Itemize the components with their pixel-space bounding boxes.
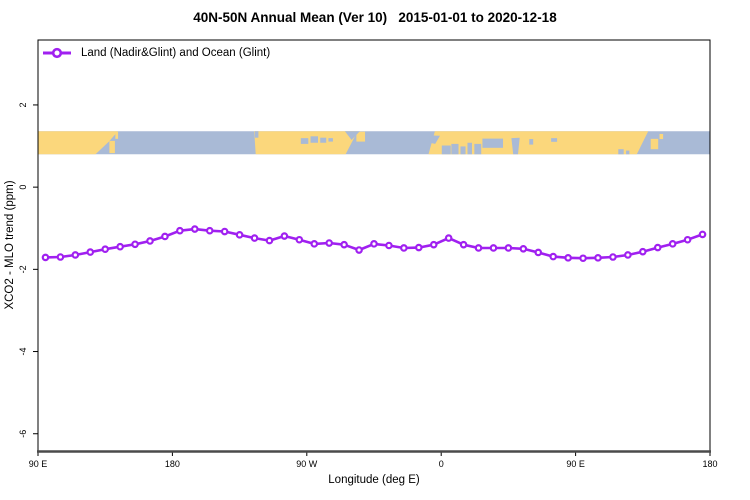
data-point-marker	[86, 248, 95, 256]
data-point-marker	[355, 246, 363, 254]
land-japan	[109, 140, 115, 154]
data-point-marker	[638, 247, 647, 256]
data-point-marker	[534, 248, 543, 257]
water-mediterranean-west	[441, 145, 451, 155]
data-point-marker	[549, 252, 558, 261]
data-point-marker	[444, 234, 453, 242]
data-point-marker	[191, 225, 199, 233]
y-tick-label: 2	[18, 102, 28, 107]
map-strip	[38, 131, 710, 155]
data-point-marker	[609, 253, 617, 261]
data-series	[41, 225, 707, 263]
x-tick-label: 0	[439, 459, 444, 469]
data-point-marker	[519, 244, 528, 253]
x-axis-title: Longitude (deg E)	[328, 474, 420, 486]
data-point-marker	[429, 240, 438, 249]
land-sakhalin	[115, 131, 119, 139]
data-point-marker	[668, 240, 677, 248]
y-axis: 2 0 -2 -4 -6	[18, 102, 38, 438]
water-adriatic-sea	[467, 142, 472, 155]
data-point-marker	[683, 235, 692, 244]
water-great-lakes-east	[320, 137, 327, 143]
water-gulf-of-lion	[451, 143, 459, 155]
data-point-marker	[653, 243, 662, 252]
data-point-marker	[146, 237, 154, 245]
data-point-marker	[176, 226, 184, 235]
legend-label: Land (Nadir&Glint) and Ocean (Glint)	[81, 47, 271, 59]
water-lake-balkhash	[551, 138, 558, 142]
data-point-marker	[265, 236, 274, 245]
data-point-marker	[385, 241, 393, 250]
data-point-marker	[504, 244, 513, 252]
x-axis: 90 E 180 90 W 0 90 E 180	[29, 451, 718, 469]
data-point-marker	[205, 226, 214, 235]
data-point-marker	[594, 254, 602, 262]
x-tick-label: 180	[702, 459, 717, 469]
data-point-marker	[340, 240, 348, 249]
water-bay-of-biscay	[429, 135, 440, 144]
water-great-lakes-west	[300, 138, 309, 144]
plot-border	[37, 39, 711, 453]
y-tick-label: 0	[18, 185, 28, 190]
data-point-marker	[41, 253, 50, 262]
data-point-marker	[56, 253, 65, 261]
data-point-marker	[370, 240, 378, 248]
data-point-marker	[579, 254, 587, 263]
water-lake-ontario	[328, 138, 333, 142]
data-point-marker	[280, 232, 289, 240]
land-europe-asia	[428, 131, 649, 155]
data-point-marker	[116, 242, 124, 251]
y-tick-label: -2	[18, 265, 28, 273]
x-tick-label: 90 E	[29, 459, 48, 469]
water-aral-sea	[529, 139, 534, 145]
x-tick-label: 180	[165, 459, 180, 469]
water-puget-sound	[254, 131, 259, 138]
y-axis-title: XCO2 - MLO trend (ppm)	[4, 180, 16, 310]
data-point-marker	[325, 239, 334, 247]
data-point-marker	[489, 244, 498, 252]
land-asia-east	[38, 131, 118, 155]
water-gulf-st-lawrence	[344, 131, 360, 140]
data-point-marker	[624, 251, 632, 259]
y-tick-label: -6	[18, 430, 28, 438]
legend-marker-icon	[43, 47, 71, 59]
data-point-marker	[131, 240, 139, 249]
water-caspian-sea	[511, 137, 520, 155]
data-point-marker	[459, 240, 468, 249]
water-tyrrhenian-sea	[460, 146, 466, 155]
data-point-marker	[414, 243, 423, 252]
data-point-marker	[101, 245, 110, 253]
data-point-marker	[220, 227, 229, 236]
data-point-marker	[474, 244, 483, 252]
data-point-marker	[310, 240, 319, 248]
water-aegean-sea	[474, 143, 482, 155]
data-point-marker	[295, 235, 304, 244]
water-bohai-sea	[626, 150, 630, 155]
data-point-marker	[71, 251, 80, 259]
data-point-marker	[698, 230, 707, 239]
water-great-lakes-mid	[310, 136, 318, 143]
land-hokkaido-japan	[650, 138, 659, 150]
x-tick-label: 90 W	[296, 459, 318, 469]
data-point-marker	[564, 254, 572, 262]
chart-title: 40N-50N Annual Mean (Ver 10) 2015-01-01 …	[193, 10, 557, 25]
data-point-marker	[235, 231, 244, 239]
land-newfoundland	[356, 131, 366, 142]
water-yellow-sea	[618, 149, 624, 155]
data-point-marker	[161, 232, 169, 241]
data-point-marker	[250, 234, 259, 242]
water-black-sea	[482, 138, 504, 148]
land-kuril-islands	[659, 134, 664, 140]
data-point-marker	[400, 244, 408, 252]
y-tick-label: -4	[18, 348, 28, 356]
legend: Land (Nadir&Glint) and Ocean (Glint)	[42, 46, 270, 60]
x-tick-label: 90 E	[566, 459, 585, 469]
